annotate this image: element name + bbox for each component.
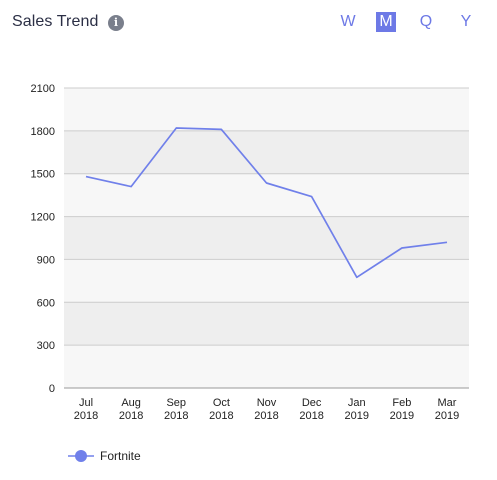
data-point	[445, 240, 449, 244]
chart-header: Sales Trend i W M Q Y	[0, 0, 497, 48]
data-point	[310, 195, 314, 199]
period-tab-week[interactable]: W	[340, 13, 356, 30]
period-tab-month[interactable]: M	[376, 12, 396, 32]
y-tick-label: 1800	[31, 126, 55, 138]
y-tick-label: 0	[49, 383, 55, 395]
plot-band	[64, 216, 469, 260]
series-line-fortnite	[85, 127, 448, 279]
period-tab-quarter[interactable]: Q	[419, 13, 433, 30]
plot-band	[64, 130, 469, 174]
y-tick-label: 900	[37, 254, 55, 266]
plot-band	[64, 302, 469, 346]
plot-band	[64, 259, 469, 303]
x-tick-label-month: Oct	[213, 397, 230, 409]
data-point	[400, 246, 404, 250]
data-point	[265, 181, 269, 185]
x-tick-label-year: 2018	[164, 410, 188, 422]
x-tick-label-year: 2018	[209, 410, 233, 422]
y-tick-label: 600	[37, 297, 55, 309]
line-chart: 03006009001200150018002100Jul2018Aug2018…	[31, 83, 469, 422]
x-tick-label-year: 2019	[390, 410, 414, 422]
period-tabs: W M Q Y	[0, 12, 497, 34]
y-tick-label: 300	[37, 340, 55, 352]
x-tick-label-month: Nov	[257, 397, 277, 409]
chart-title: Sales Trend	[12, 13, 99, 30]
x-tick-label-year: 2019	[435, 410, 459, 422]
x-tick-label-month: Aug	[121, 397, 141, 409]
x-tick-label-month: Mar	[438, 397, 457, 409]
x-tick-label-year: 2019	[345, 410, 369, 422]
x-tick-label-month: Dec	[302, 397, 322, 409]
y-tick-label: 2100	[31, 83, 55, 95]
x-tick-label-year: 2018	[254, 410, 278, 422]
legend-label-fortnite: Fortnite	[100, 449, 141, 463]
x-tick-label-month: Sep	[166, 397, 186, 409]
x-tick-label-month: Jan	[348, 397, 366, 409]
x-tick-label-year: 2018	[299, 410, 323, 422]
plot-band	[64, 88, 469, 131]
data-point	[219, 127, 223, 131]
plot-band	[64, 173, 469, 217]
y-tick-label: 1500	[31, 169, 55, 181]
x-tick-label-month: Jul	[79, 397, 93, 409]
data-point	[129, 185, 133, 189]
x-tick-label-year: 2018	[119, 410, 143, 422]
data-point	[174, 126, 178, 130]
x-tick-label-month: Feb	[392, 397, 411, 409]
info-icon[interactable]: i	[108, 15, 124, 31]
legend-swatch-icon	[68, 450, 94, 462]
data-point	[355, 275, 359, 279]
y-tick-label: 1200	[31, 212, 55, 224]
x-tick-label-year: 2018	[74, 410, 98, 422]
plot-band	[64, 345, 469, 388]
period-tab-year[interactable]: Y	[460, 13, 472, 30]
data-point	[84, 175, 88, 179]
